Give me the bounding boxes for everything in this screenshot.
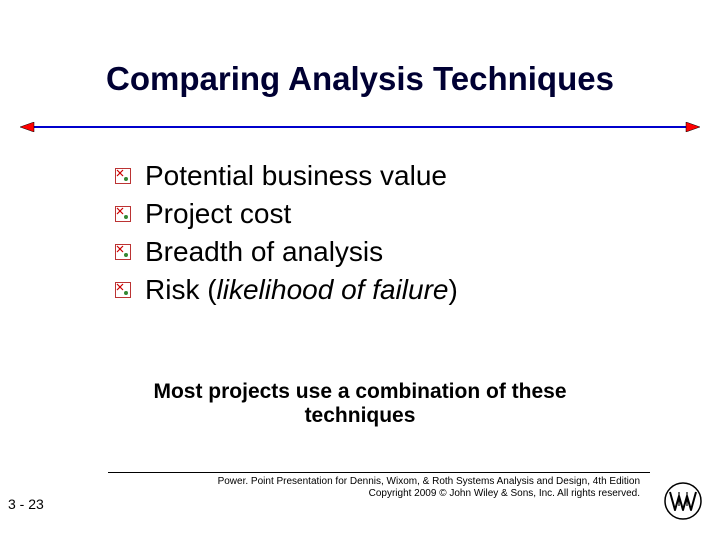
bullet-item: Breadth of analysis — [115, 236, 660, 268]
bullet-text: Risk (likelihood of failure) — [145, 274, 458, 306]
bullet-text-italic: likelihood of failure — [217, 274, 449, 305]
footer-line-1: Power. Point Presentation for Dennis, Wi… — [218, 476, 640, 488]
placeholder-icon — [115, 206, 131, 222]
bullet-text-prefix: Risk ( — [145, 274, 217, 305]
bullet-text: Project cost — [145, 198, 291, 230]
footer-text: Power. Point Presentation for Dennis, Wi… — [218, 476, 640, 499]
page-number: 3 - 23 — [8, 496, 44, 512]
slide: Comparing Analysis Techniques Potential … — [0, 0, 720, 540]
footer-line-2: Copyright 2009 © John Wiley & Sons, Inc.… — [218, 488, 640, 500]
slide-title: Comparing Analysis Techniques — [0, 60, 720, 98]
slide-subtitle: Most projects use a combination of these… — [100, 380, 620, 428]
bullet-list: Potential business value Project cost — [115, 160, 660, 312]
wiley-logo — [664, 482, 702, 520]
bullet-text-suffix: ) — [448, 274, 457, 305]
placeholder-icon — [115, 168, 131, 184]
title-underline-arrow — [20, 122, 700, 132]
placeholder-icon — [115, 244, 131, 260]
placeholder-icon — [115, 282, 131, 298]
bullet-item: Project cost — [115, 198, 660, 230]
bullet-item: Potential business value — [115, 160, 660, 192]
bullet-text: Potential business value — [145, 160, 447, 192]
arrow-head-left — [20, 122, 34, 132]
bullet-item: Risk (likelihood of failure) — [115, 274, 660, 306]
bullet-text: Breadth of analysis — [145, 236, 383, 268]
footer-divider — [108, 472, 650, 473]
arrow-head-right — [686, 122, 700, 132]
